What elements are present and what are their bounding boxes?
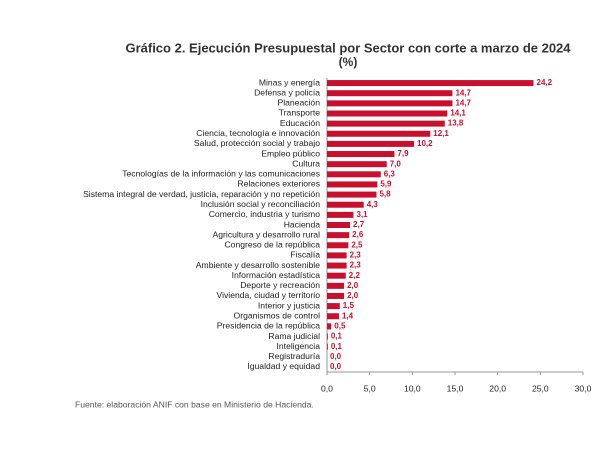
value-label: 2,0 (347, 281, 359, 290)
bar (327, 161, 387, 168)
x-tick-label: 5,0 (364, 383, 376, 393)
value-label: 0,1 (331, 332, 343, 341)
y-tick-label: Transporte (279, 108, 320, 118)
value-label: 13,8 (448, 119, 464, 128)
value-label: 2,2 (349, 271, 361, 280)
x-tick-label: 20,0 (489, 383, 506, 393)
y-tick-label: Igualdad y equidad (247, 361, 320, 371)
value-label: 5,8 (379, 190, 391, 199)
value-label: 0,5 (334, 321, 346, 330)
x-tick-label: 25,0 (532, 383, 549, 393)
y-tick-label: Minas y energía (259, 77, 320, 87)
bar (327, 292, 345, 299)
bar (327, 272, 346, 279)
bar (327, 130, 431, 137)
value-label: 1,4 (342, 311, 354, 320)
y-tick-label: Hacienda (284, 219, 321, 229)
value-label: 7,0 (390, 159, 402, 168)
x-tick-label: 0,0 (321, 383, 333, 393)
y-tick-label: Inclusión social y reconciliación (201, 199, 321, 209)
value-label: 0,1 (331, 342, 343, 351)
value-label: 3,1 (356, 210, 368, 219)
bar (327, 343, 328, 350)
y-tick-label: Educación (280, 118, 320, 128)
bar (327, 151, 395, 158)
y-tick-label: Presidencia de la república (217, 321, 320, 331)
y-tick-label: Fiscalía (290, 250, 320, 260)
value-label: 1,5 (343, 301, 355, 310)
value-label: 2,3 (350, 261, 362, 270)
y-tick-label: Tecnologías de la información y las comu… (122, 169, 320, 179)
bar (327, 100, 453, 107)
bar (327, 303, 340, 310)
value-label: 2,5 (351, 240, 363, 249)
bar (327, 313, 339, 320)
y-tick-label: Ambiente y desarrollo sostenible (196, 260, 320, 270)
value-label: 4,3 (367, 200, 379, 209)
y-tick-label: Congreso de la república (224, 240, 320, 250)
bar (327, 333, 328, 340)
y-tick-label: Ciencia, tecnología e innovación (196, 128, 320, 138)
y-tick-label: Registraduría (268, 351, 320, 361)
chart-title: Gráfico 2. Ejecución Presupuestal por Se… (125, 40, 571, 55)
y-tick-label: Información estadística (232, 270, 321, 280)
value-label: 6,3 (384, 169, 396, 178)
y-tick-label: Comercio, industria y turismo (209, 209, 320, 219)
bar (327, 181, 378, 188)
y-tick-label: Planeación (277, 98, 320, 108)
y-tick-label: Salud, protección social y trabajo (194, 138, 320, 148)
y-tick-label: Deporte y recreación (240, 280, 320, 290)
bar (327, 90, 453, 97)
bar (327, 120, 445, 127)
value-label: 14,1 (450, 109, 466, 118)
y-tick-label: Rama judicial (268, 331, 320, 341)
y-tick-label: Inteligencia (277, 341, 321, 351)
value-label: 0,0 (330, 362, 342, 371)
value-label: 7,9 (397, 149, 409, 158)
value-label: 10,2 (417, 139, 433, 148)
y-tick-label: Sistema integral de verdad, justicia, re… (83, 189, 320, 199)
bar (327, 110, 448, 117)
source-note: Fuente: elaboración ANIF con base en Min… (75, 399, 314, 409)
bar (327, 242, 349, 249)
chart-subtitle: (%) (339, 55, 358, 69)
value-label: 2,6 (352, 230, 364, 239)
bar (327, 171, 381, 178)
y-tick-label: Agricultura y desarrollo rural (213, 229, 321, 239)
bar (327, 232, 350, 239)
y-tick-label: Cultura (292, 158, 320, 168)
bar (327, 201, 364, 208)
value-label: 2,0 (347, 291, 359, 300)
value-label: 24,2 (537, 78, 553, 87)
y-tick-label: Interior y justicia (258, 300, 320, 310)
value-label: 2,7 (353, 220, 365, 229)
y-tick-label: Organismos de control (234, 311, 321, 321)
bar (327, 140, 415, 147)
bar (327, 211, 354, 218)
value-label: 2,3 (350, 251, 362, 260)
value-label: 14,7 (455, 98, 471, 107)
y-tick-label: Vivienda, ciudad y territorio (217, 290, 321, 300)
y-tick-label: Defensa y policía (254, 87, 320, 97)
y-tick-label: Relaciones exteriores (237, 179, 320, 189)
bar (327, 282, 345, 289)
x-tick-label: 30,0 (575, 383, 592, 393)
bar (327, 80, 534, 87)
x-tick-label: 10,0 (404, 383, 421, 393)
x-tick-label: 15,0 (447, 383, 464, 393)
value-label: 12,1 (433, 129, 449, 138)
bar (327, 222, 351, 228)
bar (327, 252, 347, 259)
bar (327, 191, 377, 198)
value-label: 14,7 (455, 88, 471, 97)
value-label: 5,9 (380, 180, 392, 189)
value-label: 0,0 (330, 352, 342, 361)
bar (327, 323, 332, 330)
bar (327, 262, 347, 269)
y-tick-label: Empleo público (261, 148, 320, 158)
